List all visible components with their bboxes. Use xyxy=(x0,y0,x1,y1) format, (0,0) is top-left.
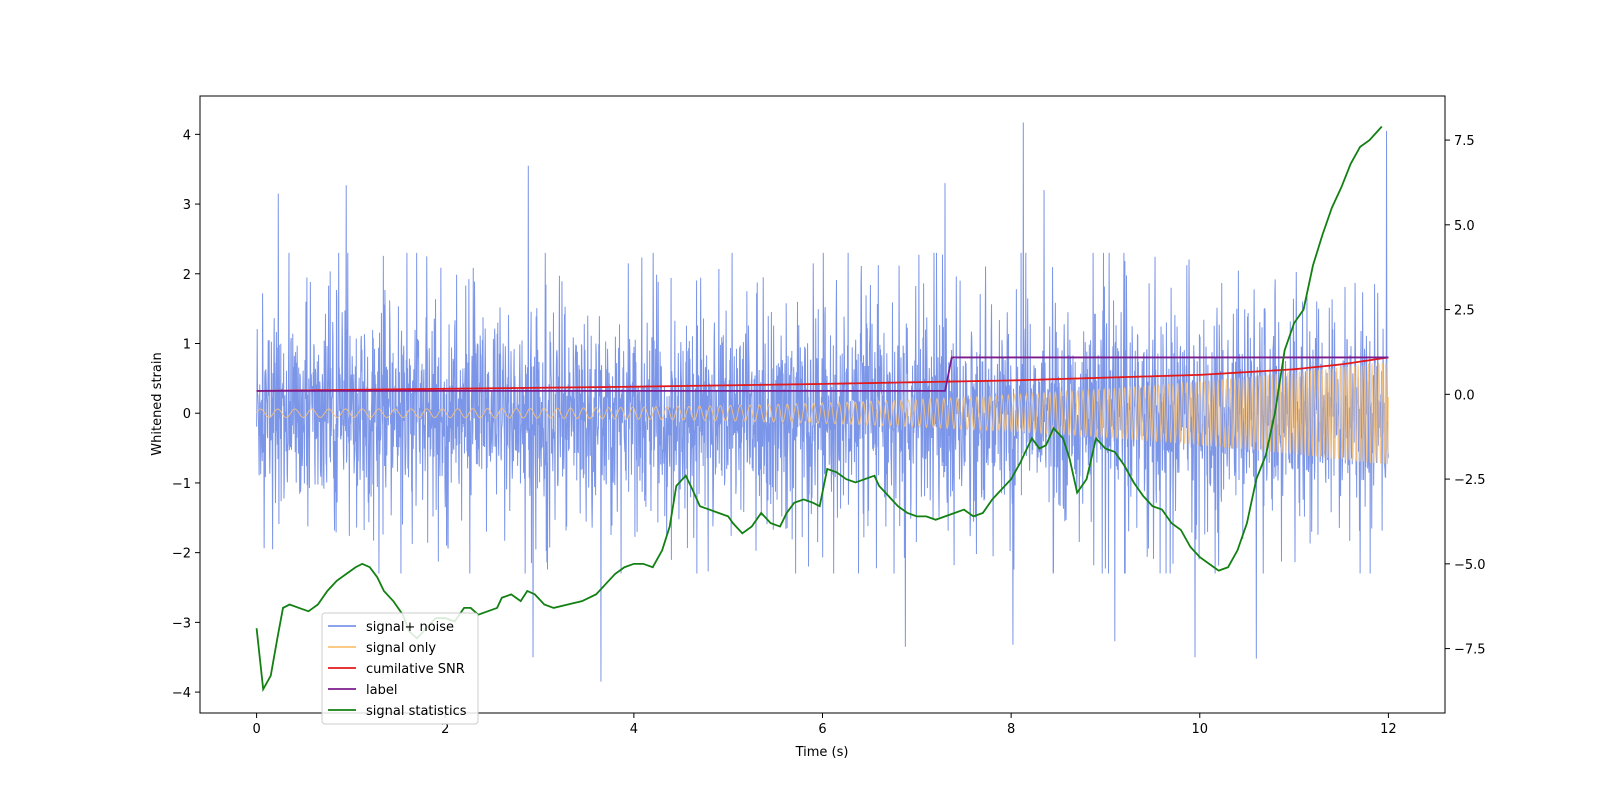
legend-box xyxy=(321,612,479,725)
y2-tick-label: 0.0 xyxy=(1454,388,1475,403)
y-tick-label: −2 xyxy=(172,547,191,562)
y2-tick-label: −7.5 xyxy=(1454,643,1486,658)
plot-area xyxy=(255,122,1389,693)
y-tick-label: −4 xyxy=(172,686,191,701)
y-tick-label: −1 xyxy=(172,477,191,492)
y2-tick-label: 2.5 xyxy=(1454,304,1475,319)
legend-item: signal statistics xyxy=(328,704,467,719)
x-tick-label: 6 xyxy=(818,722,826,737)
x-tick-label: 12 xyxy=(1380,722,1397,737)
y-tick-label: 0 xyxy=(183,407,191,422)
legend-label: signal only xyxy=(366,641,436,656)
legend-label: signal statistics xyxy=(366,704,467,719)
y-axis-ticks: −4 −3 −2 −1 0 1 2 3 4 xyxy=(172,128,200,701)
legend-item: label xyxy=(328,683,397,698)
legend-item: signal only xyxy=(328,641,436,656)
series-line-signal-noise xyxy=(256,122,1389,682)
y-tick-label: 1 xyxy=(183,337,191,352)
legend: signal+ noise signal only cumilative SNR… xyxy=(321,612,479,725)
legend-item: cumilative SNR xyxy=(328,662,465,677)
series-line-cumilative-snr xyxy=(256,356,1389,392)
x-tick-label: 4 xyxy=(630,722,638,737)
x-tick-label: 10 xyxy=(1191,722,1208,737)
x-tick-label: 8 xyxy=(1007,722,1015,737)
series-line-label xyxy=(256,356,1389,392)
y2-tick-label: −5.0 xyxy=(1454,558,1486,573)
y-tick-label: 2 xyxy=(183,268,191,283)
legend-label: label xyxy=(366,683,397,698)
x-tick-label: 0 xyxy=(252,722,260,737)
y2-axis-ticks: −7.5 −5.0 −2.5 0.0 2.5 5.0 7.5 xyxy=(1445,134,1486,658)
y-axis-label: Whitened strain xyxy=(150,352,165,455)
y2-tick-label: −2.5 xyxy=(1454,473,1486,488)
x-tick-label: 2 xyxy=(441,722,449,737)
x-axis-label: Time (s) xyxy=(795,745,849,760)
y2-tick-label: 7.5 xyxy=(1454,134,1475,149)
y-tick-label: 4 xyxy=(183,128,191,143)
legend-label: signal+ noise xyxy=(366,620,454,635)
series-line-signal-only xyxy=(256,362,1389,465)
legend-item: signal+ noise xyxy=(328,620,454,635)
y2-tick-label: 5.0 xyxy=(1454,219,1475,234)
y-tick-label: −3 xyxy=(172,616,191,631)
y-tick-label: 3 xyxy=(183,198,191,213)
legend-label: cumilative SNR xyxy=(366,662,465,677)
